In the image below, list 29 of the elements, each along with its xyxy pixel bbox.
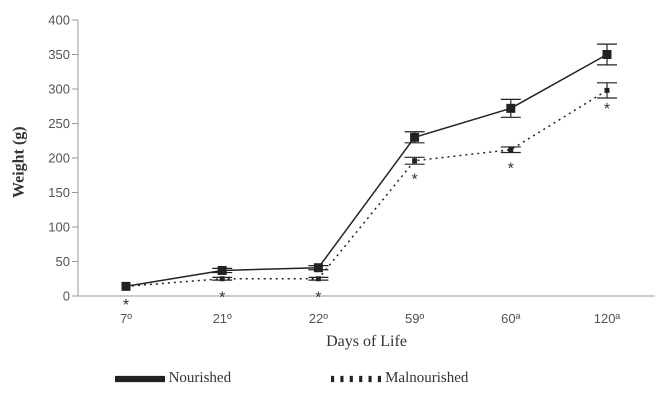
y-tick-label: 250 [48, 116, 70, 132]
annotation: * [219, 289, 226, 306]
x-tick-label: 120ª [594, 311, 620, 326]
y-tick-label: 150 [48, 185, 70, 200]
annotation: * [411, 171, 418, 188]
legend-label: Malnourished [385, 370, 468, 386]
y-tick-label: 100 [48, 220, 70, 235]
x-tick-label: 59º [404, 311, 424, 326]
y-tick-label: 0 [62, 288, 70, 304]
point [506, 104, 516, 113]
point [602, 50, 612, 59]
annotation: * [315, 289, 322, 306]
x-axis-title: Days of Life [326, 333, 407, 350]
y-axis-title: Weight (g) [10, 126, 28, 198]
y-tick-label: 50 [56, 254, 70, 270]
annotation: * [508, 160, 514, 178]
point [410, 132, 420, 142]
point [314, 263, 323, 272]
y-tick-label: 200 [48, 150, 70, 166]
point [604, 88, 610, 93]
annotation: * [604, 101, 610, 118]
point [218, 266, 227, 275]
legend-label: Nourished [168, 370, 232, 386]
y-tick-label: 350 [48, 47, 70, 62]
y-tick-label: 300 [48, 82, 70, 97]
x-tick-label: 60ª [501, 311, 521, 326]
y-tick-label: 400 [48, 12, 70, 28]
x-tick-label: 22º [308, 311, 328, 326]
x-tick-label: 21º [212, 311, 232, 326]
